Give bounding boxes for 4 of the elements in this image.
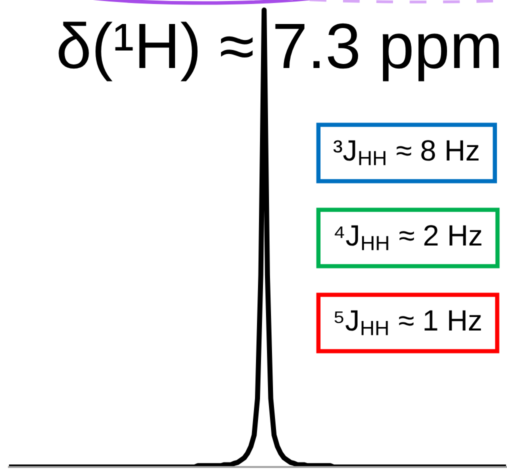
annotation: ⁴J$_{HH}$ ≈ 2 Hz (334, 225, 482, 250)
annotation: ⁵J$_{HH}$ ≈ 1 Hz (334, 310, 481, 336)
annotation: ³J$_{HH}$ ≈ 8 Hz (333, 140, 479, 166)
chart-title: δ(¹H) ≈ 7.3 ppm (58, 22, 499, 82)
